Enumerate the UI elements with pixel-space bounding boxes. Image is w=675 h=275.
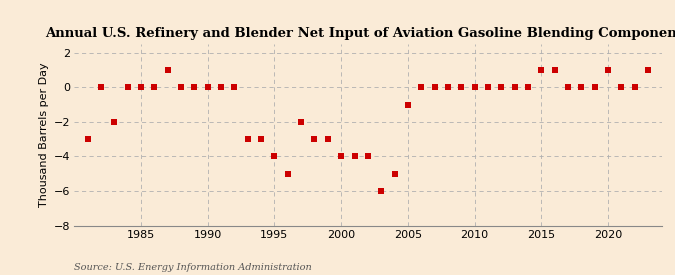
Point [522,85,533,89]
Point [510,85,520,89]
Point [469,85,480,89]
Point [402,102,413,107]
Point [335,154,346,159]
Point [162,68,173,72]
Title: Annual U.S. Refinery and Blender Net Input of Aviation Gasoline Blending Compone: Annual U.S. Refinery and Blender Net Inp… [45,27,675,40]
Point [443,85,454,89]
Point [122,85,133,89]
Point [416,85,427,89]
Point [349,154,360,159]
Point [323,137,333,141]
Point [536,68,547,72]
Y-axis label: Thousand Barrels per Day: Thousand Barrels per Day [39,62,49,207]
Point [429,85,440,89]
Point [576,85,587,89]
Point [616,85,627,89]
Point [216,85,227,89]
Point [603,68,614,72]
Point [496,85,507,89]
Point [456,85,466,89]
Text: Source: U.S. Energy Information Administration: Source: U.S. Energy Information Administ… [74,263,312,272]
Point [149,85,160,89]
Point [256,137,267,141]
Point [643,68,653,72]
Point [189,85,200,89]
Point [109,120,119,124]
Point [176,85,186,89]
Point [82,137,93,141]
Point [549,68,560,72]
Point [629,85,640,89]
Point [229,85,240,89]
Point [136,85,146,89]
Point [389,171,400,176]
Point [296,120,306,124]
Point [96,85,107,89]
Point [362,154,373,159]
Point [269,154,280,159]
Point [309,137,320,141]
Point [202,85,213,89]
Point [563,85,574,89]
Point [589,85,600,89]
Point [483,85,493,89]
Point [282,171,293,176]
Point [242,137,253,141]
Point [376,189,387,193]
